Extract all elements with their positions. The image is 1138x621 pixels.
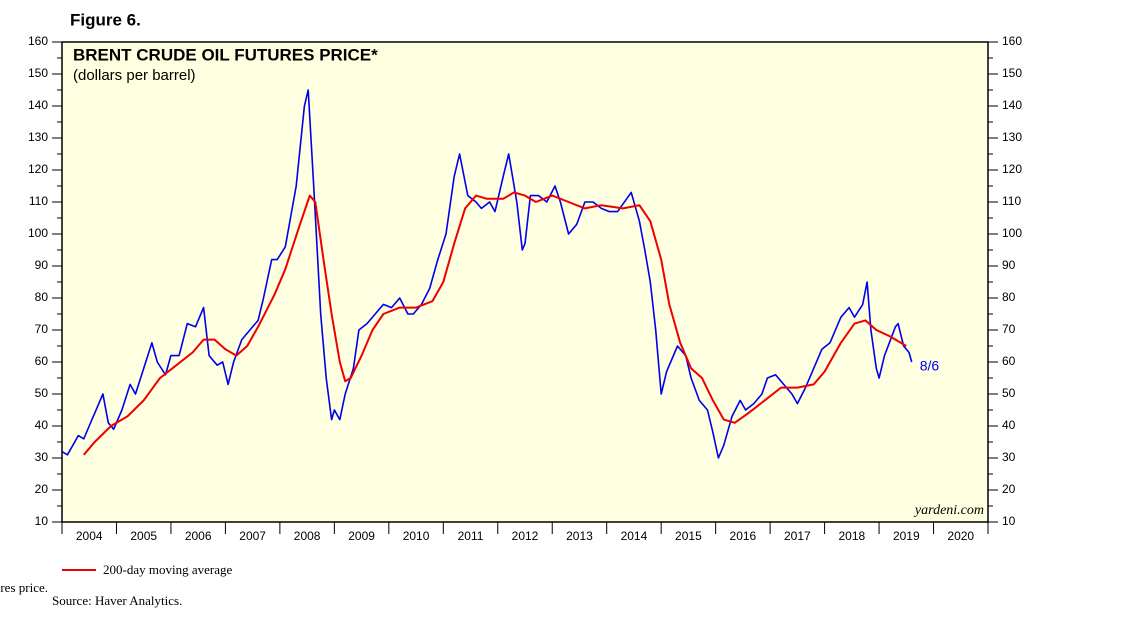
line-series [61,89,913,459]
y-tick-label: 70 [35,322,49,336]
end-label: 8/6 [920,358,940,374]
y-tick-label: 100 [28,226,48,240]
y2-tick-label: 80 [1002,290,1016,304]
x-tick-label: 2004 [76,529,103,543]
x-tick-label: 2016 [730,529,757,543]
y-tick-label: 80 [35,290,49,304]
y-tick-label: 150 [28,66,48,80]
y-tick-label: 30 [35,450,49,464]
x-tick-label: 2018 [838,529,865,543]
y2-tick-label: 110 [1002,194,1021,208]
y2-tick-label: 100 [1002,226,1022,240]
x-tick-label: 2008 [294,529,321,543]
x-tick-label: 2010 [403,529,430,543]
line-series [83,191,907,456]
x-tick-label: 2012 [512,529,539,543]
x-tick-label: 2017 [784,529,811,543]
x-tick-label: 2005 [130,529,157,543]
footnote: Source: Haver Analytics. [52,593,182,608]
y2-tick-label: 90 [1002,258,1016,272]
legend-label: 200-day moving average [103,562,232,577]
y-tick-label: 40 [35,418,49,432]
y2-tick-label: 30 [1002,450,1016,464]
x-tick-label: 2019 [893,529,920,543]
y-tick-label: 10 [35,514,49,528]
footnote: * Nearby futures price. [0,580,48,595]
y-tick-label: 160 [28,34,48,48]
y-tick-label: 110 [29,194,48,208]
y-tick-label: 140 [28,98,48,112]
y2-tick-label: 10 [1002,514,1016,528]
y2-tick-label: 160 [1002,34,1022,48]
y-tick-label: 90 [35,258,49,272]
x-tick-label: 2014 [621,529,648,543]
y2-tick-label: 60 [1002,354,1016,368]
x-tick-label: 2011 [458,529,484,543]
chart-subtitle: (dollars per barrel) [73,67,196,84]
watermark: yardeni.com [913,503,984,518]
y-tick-label: 120 [28,162,48,176]
y2-tick-label: 120 [1002,162,1022,176]
chart-title: BRENT CRUDE OIL FUTURES PRICE* [73,45,378,64]
x-tick-label: 2006 [185,529,212,543]
x-tick-label: 2007 [239,529,266,543]
x-tick-label: 2015 [675,529,702,543]
y2-tick-label: 20 [1002,482,1016,496]
y2-tick-label: 40 [1002,418,1016,432]
y-tick-label: 60 [35,354,49,368]
y2-tick-label: 140 [1002,98,1022,112]
y-tick-label: 20 [35,482,49,496]
y-tick-label: 130 [28,130,48,144]
y2-tick-label: 130 [1002,130,1022,144]
figure-label: Figure 6. [70,10,141,29]
y2-tick-label: 70 [1002,322,1016,336]
y2-tick-label: 50 [1002,386,1016,400]
plot-area [61,41,989,523]
y-tick-label: 50 [35,386,49,400]
y2-tick-label: 150 [1002,66,1022,80]
x-tick-label: 2020 [947,529,974,543]
x-tick-label: 2013 [566,529,593,543]
x-tick-label: 2009 [348,529,375,543]
